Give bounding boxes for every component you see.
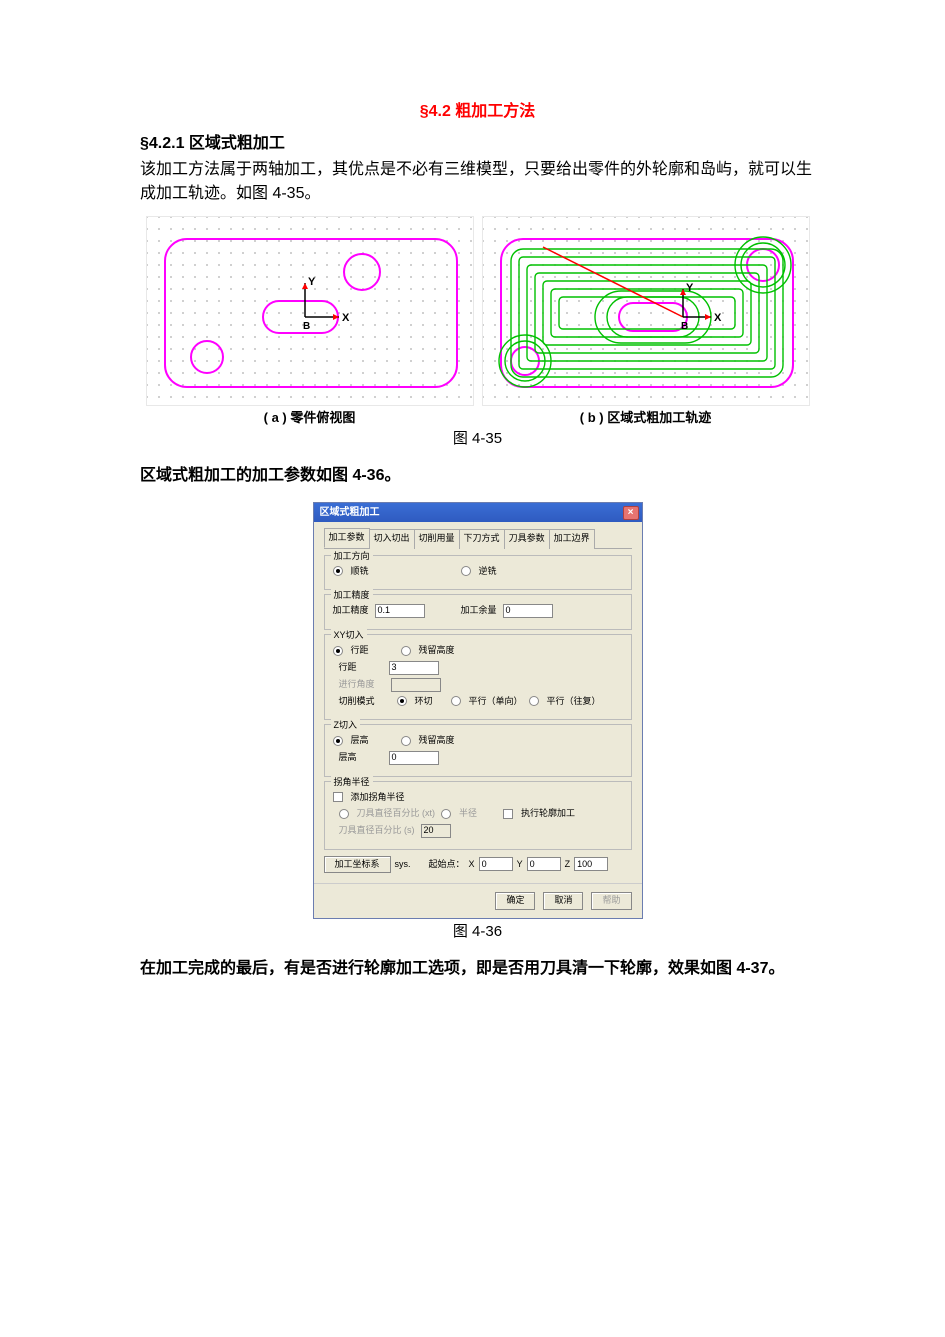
input-precision[interactable]: 0.1 — [375, 604, 425, 618]
label-x: X — [469, 858, 475, 872]
group-xy-cut: XY切入 行距 残留高度 行距 3 进行角度 — [324, 634, 632, 720]
radio-conventional[interactable] — [461, 566, 471, 576]
dialog-button-row: 确定 取消 帮助 — [314, 883, 642, 918]
label-precision: 加工精度 — [333, 604, 369, 618]
dialog-titlebar[interactable]: 区域式粗加工 × — [314, 503, 642, 522]
group-precision: 加工精度 加工精度 0.1 加工余量 0 — [324, 594, 632, 630]
radio-mode-par2[interactable] — [529, 696, 539, 706]
dialog-tabs: 加工参数切入切出切削用量下刀方式刀具参数加工边界 — [324, 528, 632, 549]
tab-1[interactable]: 切入切出 — [369, 529, 415, 549]
tab-2[interactable]: 切削用量 — [414, 529, 460, 549]
label-mode-loop: 环切 — [415, 695, 433, 709]
fig35-b-svg: X Y B — [483, 217, 811, 407]
label-rad-pct: 刀具直径百分比 (s) — [339, 824, 415, 838]
fig35-caption-a: ( a ) 零件俯视图 — [146, 408, 474, 428]
coord-row: 加工坐标系 sys. 起始点： X 0 Y 0 Z 100 — [324, 856, 632, 874]
svg-text:Y: Y — [686, 282, 694, 294]
group-direction: 加工方向 顺铣 逆铣 — [324, 555, 632, 591]
subsection-title: §4.2.1 区域式粗加工 — [140, 132, 815, 156]
group-title-z: Z切入 — [331, 719, 361, 733]
label-xy-angle: 进行角度 — [339, 678, 375, 692]
tab-0[interactable]: 加工参数 — [324, 528, 370, 548]
check-add-radius[interactable] — [333, 792, 343, 802]
tab-5[interactable]: 加工边界 — [549, 529, 595, 549]
input-rad-pct: 20 — [421, 824, 451, 838]
radio-z-scallop[interactable] — [401, 736, 411, 746]
radio-rad-val[interactable] — [441, 809, 451, 819]
check-contour[interactable] — [503, 809, 513, 819]
figure-4-35: X Y B X Y B — [140, 216, 815, 406]
label-xy-scallop-opt: 残留高度 — [419, 644, 455, 658]
input-xy-angle — [391, 678, 441, 692]
label-y: Y — [517, 858, 523, 872]
group-title-direction: 加工方向 — [331, 550, 373, 564]
dialog-body: 加工参数切入切出切削用量下刀方式刀具参数加工边界 加工方向 顺铣 逆铣 加工精度… — [314, 522, 642, 883]
input-xy-step[interactable]: 3 — [389, 661, 439, 675]
section-title: §4.2 粗加工方法 — [140, 100, 815, 124]
radio-z-layer[interactable] — [333, 736, 343, 746]
input-x[interactable]: 0 — [479, 857, 513, 871]
radio-xy-step[interactable] — [333, 646, 343, 656]
tab-3[interactable]: 下刀方式 — [459, 529, 505, 549]
intro-paragraph: 该加工方法属于两轴加工，其优点是不必有三维模型，只要给出零件的外轮廓和岛屿，就可… — [140, 158, 815, 206]
label-rad-pct-opt: 刀具直径百分比 (xt) — [357, 807, 436, 821]
fig35-panel-a: X Y B — [146, 216, 474, 406]
label-rad-val-opt: 半径 — [459, 807, 477, 821]
end-paragraph: 在加工完成的最后，有是否进行轮廓加工选项，即是否用刀具清一下轮廓，效果如图 4-… — [140, 957, 815, 981]
label-conventional: 逆铣 — [479, 565, 497, 579]
tab-4[interactable]: 刀具参数 — [504, 529, 550, 549]
ok-button[interactable]: 确定 — [495, 892, 535, 910]
label-xy-mode: 切削模式 — [339, 695, 375, 709]
label-z-layer: 层高 — [339, 751, 357, 765]
fig36-label: 图 4-36 — [140, 921, 815, 944]
input-z[interactable]: 100 — [574, 857, 608, 871]
dialog-title: 区域式粗加工 — [320, 505, 380, 520]
label-mode-par2: 平行（往复） — [547, 695, 601, 709]
label-climb: 顺铣 — [351, 565, 369, 579]
label-mode-par1: 平行（单向） — [469, 695, 523, 709]
help-button[interactable]: 帮助 — [591, 892, 631, 910]
dialog-region-rough: 区域式粗加工 × 加工参数切入切出切削用量下刀方式刀具参数加工边界 加工方向 顺… — [313, 502, 643, 919]
label-z: Z — [565, 858, 571, 872]
input-z-layer[interactable]: 0 — [389, 751, 439, 765]
svg-text:B: B — [303, 321, 310, 332]
group-corner-radius: 拐角半径 添加拐角半径 刀具直径百分比 (xt) 半径 执行轮廓加工 刀具直径百… — [324, 781, 632, 850]
label-sys: sys. — [395, 858, 411, 872]
svg-text:Y: Y — [308, 276, 316, 288]
group-title-xy: XY切入 — [331, 629, 367, 643]
label-allowance: 加工余量 — [461, 604, 497, 618]
radio-mode-par1[interactable] — [451, 696, 461, 706]
btn-coord-sys[interactable]: 加工坐标系 — [324, 856, 391, 874]
fig35-a-svg: X Y B — [147, 217, 475, 407]
group-z-cut: Z切入 层高 残留高度 层高 0 — [324, 724, 632, 777]
radio-rad-pct[interactable] — [339, 809, 349, 819]
cancel-button[interactable]: 取消 — [543, 892, 583, 910]
fig35-caption-b: ( b ) 区域式粗加工轨迹 — [482, 408, 810, 428]
fig35-panel-b: X Y B — [482, 216, 810, 406]
close-icon[interactable]: × — [623, 506, 639, 520]
input-y[interactable]: 0 — [527, 857, 561, 871]
label-xy-step: 行距 — [339, 661, 357, 675]
group-title-corner: 拐角半径 — [331, 776, 373, 790]
svg-text:X: X — [714, 312, 722, 324]
label-add-radius: 添加拐角半径 — [351, 791, 405, 805]
svg-text:B: B — [681, 321, 688, 332]
label-start: 起始点： — [429, 858, 465, 872]
group-title-precision: 加工精度 — [331, 589, 373, 603]
fig35-caption-row: ( a ) 零件俯视图 ( b ) 区域式粗加工轨迹 — [140, 408, 815, 428]
svg-text:X: X — [342, 312, 350, 324]
input-allowance[interactable]: 0 — [503, 604, 553, 618]
label-contour: 执行轮廓加工 — [521, 807, 575, 821]
fig35-label: 图 4-35 — [140, 428, 815, 451]
label-z-scallop-opt: 残留高度 — [419, 734, 455, 748]
label-xy-step-opt: 行距 — [351, 644, 369, 658]
label-z-layer-opt: 层高 — [351, 734, 369, 748]
radio-xy-scallop[interactable] — [401, 646, 411, 656]
figure-4-36: 区域式粗加工 × 加工参数切入切出切削用量下刀方式刀具参数加工边界 加工方向 顺… — [140, 502, 815, 919]
radio-climb[interactable] — [333, 566, 343, 576]
mid-paragraph: 区域式粗加工的加工参数如图 4-36。 — [140, 464, 815, 488]
radio-mode-loop[interactable] — [397, 696, 407, 706]
